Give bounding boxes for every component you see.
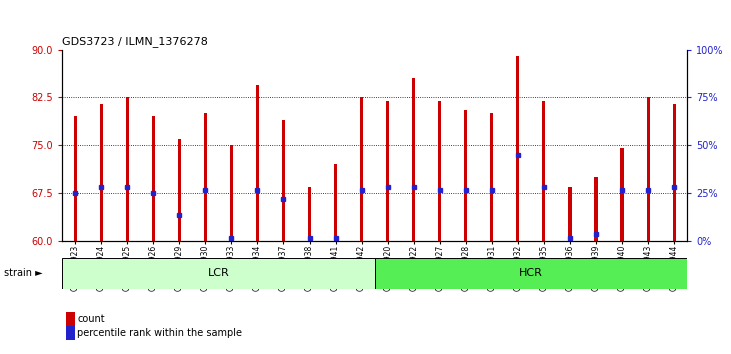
Text: count: count (77, 314, 105, 324)
Bar (516, 56, 520, 241)
Bar (621, 148, 624, 241)
Bar (491, 113, 493, 241)
Text: strain ►: strain ► (4, 268, 42, 279)
Bar (438, 101, 442, 241)
Text: percentile rank within the sample: percentile rank within the sample (77, 328, 243, 338)
Bar (282, 120, 285, 241)
Bar (464, 110, 467, 241)
Text: GDS3723 / ILMN_1376278: GDS3723 / ILMN_1376278 (62, 36, 208, 47)
Bar (256, 85, 259, 241)
Bar (178, 139, 181, 241)
Bar (412, 78, 415, 241)
Bar (646, 97, 650, 241)
Bar (542, 101, 545, 241)
Bar (374, 258, 687, 289)
Bar (204, 113, 207, 241)
Bar (152, 116, 155, 241)
Bar (99, 104, 103, 241)
Bar (62, 258, 374, 289)
Bar (673, 104, 675, 241)
Bar (230, 145, 233, 241)
Bar (360, 97, 363, 241)
Bar (386, 101, 389, 241)
Bar (126, 97, 129, 241)
Bar (334, 164, 337, 241)
Bar (74, 116, 77, 241)
Bar (594, 177, 597, 241)
Text: HCR: HCR (519, 268, 543, 279)
Bar (308, 187, 311, 241)
Bar (569, 187, 572, 241)
Text: LCR: LCR (208, 268, 230, 279)
